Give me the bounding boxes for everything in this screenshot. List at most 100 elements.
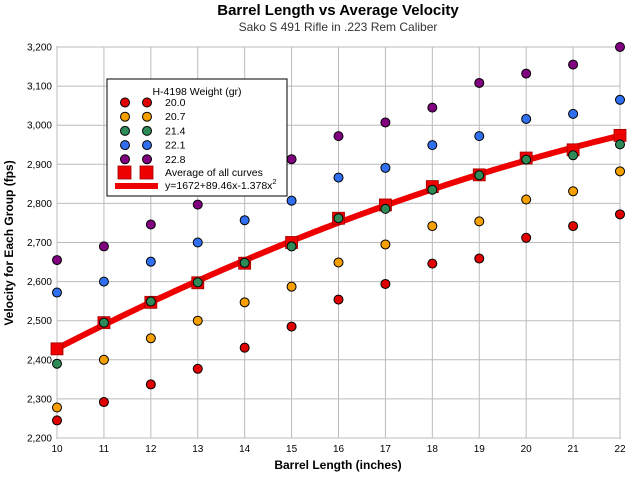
x-tick-label: 16 <box>333 444 345 455</box>
chart-subtitle: Sako S 491 Rifle in .223 Rem Caliber <box>239 20 438 34</box>
point-series-1 <box>568 186 579 197</box>
x-tick-label: 13 <box>192 444 204 455</box>
y-tick-label: 2,900 <box>27 160 52 171</box>
x-tick-label: 22 <box>614 444 626 455</box>
point-series-4 <box>427 102 438 113</box>
point-series-4 <box>615 42 625 52</box>
point-series-0 <box>52 415 62 426</box>
point-series-0 <box>333 294 344 305</box>
x-axis-label: Barrel Length (inches) <box>274 458 401 472</box>
legend-marker <box>142 154 152 165</box>
legend-label: 20.0 <box>165 97 186 109</box>
point-series-0 <box>239 342 250 353</box>
legend-marker <box>142 111 152 122</box>
y-tick-label: 3,000 <box>27 121 52 132</box>
point-series-0 <box>615 209 625 220</box>
point-series-4 <box>380 117 391 128</box>
legend-label: 21.4 <box>165 125 186 137</box>
point-series-3 <box>192 237 203 248</box>
y-tick-label: 2,400 <box>27 355 52 366</box>
y-axis-label: Velocity for Each Group (fps) <box>2 160 16 325</box>
legend-marker-average <box>117 165 132 180</box>
point-series-3 <box>474 131 485 142</box>
point-series-2 <box>521 154 532 165</box>
point-series-2 <box>286 241 297 252</box>
x-tick-label: 18 <box>427 444 439 455</box>
legend-marker <box>120 140 130 151</box>
legend-label: 20.7 <box>165 111 186 123</box>
point-series-0 <box>192 363 203 374</box>
point-series-2 <box>98 317 109 328</box>
point-series-2 <box>333 213 344 224</box>
point-series-0 <box>380 278 391 289</box>
point-series-3 <box>239 215 250 226</box>
point-series-0 <box>474 253 485 264</box>
legend-title: H-4198 Weight (gr) <box>152 86 241 98</box>
point-series-1 <box>474 216 485 227</box>
average-marker <box>50 342 64 356</box>
legend-marker-average <box>139 165 154 180</box>
point-series-0 <box>427 258 438 269</box>
point-series-2 <box>427 184 438 195</box>
legend-label-average: Average of all curves <box>165 167 263 179</box>
y-tick-label: 2,600 <box>27 277 52 288</box>
point-series-1 <box>98 354 109 365</box>
point-series-3 <box>145 256 156 267</box>
y-tick-label: 3,100 <box>27 82 52 93</box>
x-tick-label: 20 <box>521 444 533 455</box>
chart-title: Barrel Length vs Average Velocity <box>217 2 459 19</box>
point-series-1 <box>145 333 156 344</box>
point-series-0 <box>98 397 109 408</box>
point-series-2 <box>615 139 625 150</box>
y-tick-label: 2,300 <box>27 394 52 405</box>
point-series-1 <box>615 166 625 177</box>
point-series-4 <box>568 59 579 70</box>
point-series-2 <box>380 203 391 214</box>
point-series-4 <box>52 255 62 266</box>
point-series-2 <box>52 358 62 369</box>
y-tick-label: 2,700 <box>27 238 52 249</box>
y-tick-label: 2,500 <box>27 316 52 327</box>
point-series-0 <box>145 379 156 390</box>
x-axis-ticks: 10 11 12 13 14 15 16 17 18 19 20 21 22 <box>51 444 626 455</box>
point-series-0 <box>568 221 579 232</box>
point-series-3 <box>568 108 579 119</box>
legend-box <box>106 78 288 197</box>
point-series-3 <box>427 140 438 151</box>
legend-marker <box>120 111 130 122</box>
legend-label: 22.1 <box>165 140 186 152</box>
point-series-1 <box>286 281 297 292</box>
x-tick-label: 14 <box>239 444 251 455</box>
point-series-1 <box>239 297 250 308</box>
x-tick-label: 15 <box>286 444 298 455</box>
point-series-3 <box>615 94 625 105</box>
legend-marker <box>120 97 130 108</box>
legend-label: 22.8 <box>165 154 186 166</box>
x-tick-label: 10 <box>51 444 63 455</box>
y-tick-label: 3,200 <box>27 43 52 54</box>
point-series-1 <box>52 402 62 413</box>
point-series-3 <box>98 276 109 287</box>
legend-marker <box>142 140 152 151</box>
fit-equation-exponent: 2 <box>272 177 276 186</box>
legend-marker <box>120 154 130 165</box>
legend-marker <box>142 97 152 108</box>
point-series-1 <box>427 221 438 232</box>
legend-marker <box>120 125 130 136</box>
point-series-2 <box>568 150 579 161</box>
legend: H-4198 Weight (gr) 20.0 20.7 21.4 22.1 22.8A… <box>106 78 288 197</box>
x-tick-label: 12 <box>145 444 157 455</box>
point-series-2 <box>239 257 250 268</box>
point-series-2 <box>192 277 203 288</box>
point-series-1 <box>333 257 344 268</box>
point-series-4 <box>145 219 156 230</box>
point-series-1 <box>380 239 391 250</box>
point-series-1 <box>192 315 203 326</box>
point-series-4 <box>98 241 109 252</box>
point-series-2 <box>145 296 156 307</box>
y-tick-label: 2,200 <box>27 434 52 445</box>
point-series-3 <box>52 287 62 298</box>
x-tick-label: 21 <box>568 444 580 455</box>
point-series-4 <box>192 199 203 210</box>
